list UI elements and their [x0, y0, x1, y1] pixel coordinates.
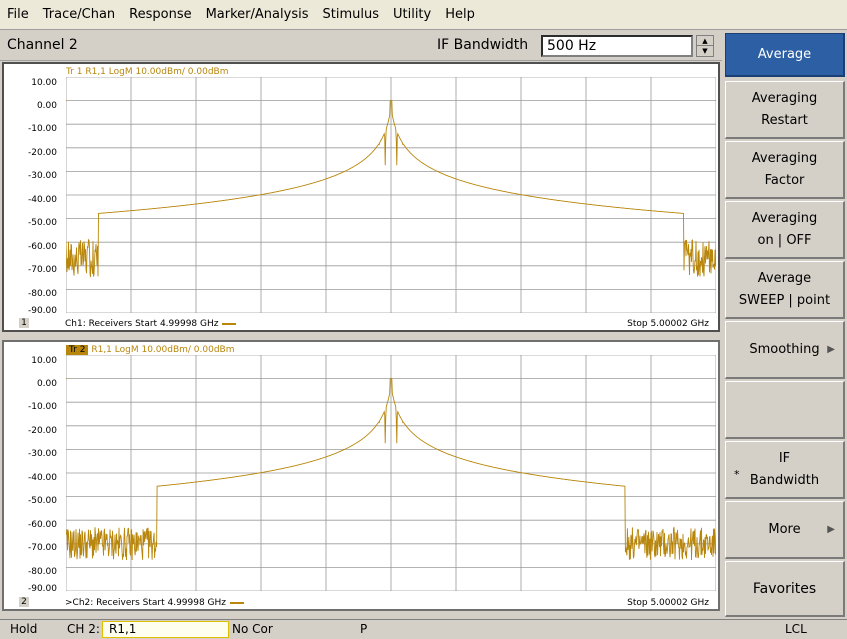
ref-marker-left-icon: [66, 378, 67, 380]
toolbar: Channel 2 IF Bandwidth 500 Hz ▲ ▼: [0, 31, 722, 61]
y-tick: -70.00: [27, 265, 57, 275]
key-line: Factor: [764, 172, 805, 188]
trace-label-1: Tr 1: [66, 67, 83, 77]
trace-header-2: Tr 2 R1,1 LogM 10.00dBm/ 0.00dBm: [66, 345, 234, 355]
key-line: IF: [778, 450, 791, 466]
y-tick: -90.00: [27, 306, 57, 316]
average-softkey[interactable]: Average: [725, 33, 845, 77]
selected-star-icon: *: [734, 468, 740, 481]
key-line: Averaging: [751, 210, 818, 226]
averaging-onoff-softkey[interactable]: Averaging on | OFF: [725, 201, 845, 259]
if-bandwidth-softkey[interactable]: * IF Bandwidth: [725, 441, 845, 499]
y-tick: -10.00: [27, 124, 57, 134]
y-tick: -90.00: [27, 584, 57, 594]
trace-line: [66, 378, 716, 561]
key-line: Averaging: [751, 150, 818, 166]
y-tick: 10.00: [31, 356, 57, 366]
ref-marker-right-icon: [715, 100, 716, 102]
channel-title: Channel 2: [7, 37, 78, 53]
status-p: P: [360, 622, 368, 636]
menu-response[interactable]: Response: [129, 7, 192, 22]
trace-label-2: Tr 2: [66, 345, 89, 355]
y-tick: -60.00: [27, 520, 57, 530]
y-tick: -50.00: [27, 218, 57, 228]
status-param: R1,1: [109, 622, 137, 636]
y-tick: -60.00: [27, 242, 57, 252]
trace-header-1: Tr 1 R1,1 LogM 10.00dBm/ 0.00dBm: [66, 67, 228, 77]
averaging-factor-softkey[interactable]: Averaging Factor: [725, 141, 845, 199]
y-tick: -40.00: [27, 195, 57, 205]
channel-index-2: 2: [19, 597, 29, 607]
y-tick: -30.00: [27, 449, 57, 459]
key-line: Averaging: [751, 90, 818, 106]
menu-file[interactable]: File: [7, 7, 29, 22]
trace-info-2: R1,1 LogM 10.00dBm/ 0.00dBm: [91, 345, 235, 355]
key-line: Average: [757, 270, 812, 286]
status-param-box: [102, 621, 229, 638]
menu-help[interactable]: Help: [445, 7, 475, 22]
y-tick: -30.00: [27, 171, 57, 181]
start-frequency-2: >Ch2: Receivers Start 4.99998 GHz: [65, 598, 245, 608]
stop-frequency-2: Stop 5.00002 GHz: [627, 598, 709, 608]
trace-swatch-2: [230, 601, 245, 604]
trace-swatch-1: [222, 322, 237, 325]
trace-line: [66, 100, 716, 278]
trace-info-1: R1,1 LogM 10.00dBm/ 0.00dBm: [85, 67, 229, 77]
stop-frequency-1: Stop 5.00002 GHz: [627, 319, 709, 329]
y-tick: -40.00: [27, 473, 57, 483]
menu-marker-analysis[interactable]: Marker/Analysis: [205, 7, 309, 22]
trace-panel-2[interactable]: Tr 2 R1,1 LogM 10.00dBm/ 0.00dBm 10.00 0…: [2, 340, 720, 611]
softkey-panel: Average Averaging Restart Averaging Fact…: [723, 31, 847, 619]
key-line: Bandwidth: [749, 472, 820, 488]
if-bandwidth-spinner[interactable]: ▲ ▼: [696, 35, 714, 57]
status-correction: No Cor: [232, 622, 273, 636]
status-lcl: LCL: [785, 622, 807, 636]
spin-up-icon[interactable]: ▲: [697, 36, 713, 46]
spin-down-icon[interactable]: ▼: [702, 47, 708, 55]
status-channel: CH 2:: [67, 622, 100, 636]
key-line: Favorites: [752, 580, 817, 597]
average-label: Average: [757, 46, 812, 62]
average-sweep-softkey[interactable]: Average SWEEP | point: [725, 261, 845, 319]
menu-stimulus[interactable]: Stimulus: [322, 7, 379, 22]
smoothing-softkey[interactable]: Smoothing ▶: [725, 321, 845, 379]
y-tick: -80.00: [27, 289, 57, 299]
y-tick: 10.00: [31, 78, 57, 88]
y-tick: -70.00: [27, 543, 57, 553]
menu-bar: File Trace/Chan Response Marker/Analysis…: [0, 0, 847, 30]
blank-softkey[interactable]: [725, 381, 845, 439]
ref-marker-right-icon: [715, 378, 716, 380]
key-line: SWEEP | point: [738, 292, 831, 308]
if-bandwidth-input[interactable]: 500 Hz: [541, 35, 693, 57]
y-tick: 0.00: [36, 101, 57, 111]
submenu-arrow-icon: ▶: [827, 523, 835, 535]
favorites-softkey[interactable]: Favorites: [725, 561, 845, 617]
more-softkey[interactable]: More ▶: [725, 501, 845, 559]
key-line: Smoothing: [749, 341, 820, 357]
y-tick: 0.00: [36, 379, 57, 389]
y-tick: -20.00: [27, 148, 57, 158]
y-tick: -20.00: [27, 426, 57, 436]
plot-area-2[interactable]: [66, 355, 716, 591]
plot-area-1[interactable]: [66, 77, 716, 313]
menu-utility[interactable]: Utility: [392, 7, 432, 22]
menu-trace-chan[interactable]: Trace/Chan: [42, 7, 116, 22]
ref-marker-left-icon: [66, 100, 67, 102]
key-line: More: [768, 521, 801, 537]
if-bandwidth-label: IF Bandwidth: [437, 37, 529, 53]
submenu-arrow-icon: ▶: [827, 343, 835, 355]
y-tick: -50.00: [27, 496, 57, 506]
start-frequency-1: Ch1: Receivers Start 4.99998 GHz: [65, 319, 237, 329]
y-tick: -80.00: [27, 567, 57, 577]
trace-panel-1[interactable]: Tr 1 R1,1 LogM 10.00dBm/ 0.00dBm 10.00 0…: [2, 62, 720, 332]
channel-index-1: 1: [19, 318, 29, 328]
averaging-restart-softkey[interactable]: Averaging Restart: [725, 81, 845, 139]
status-bar: Hold CH 2: R1,1 No Cor P LCL: [0, 619, 847, 639]
y-tick: -10.00: [27, 402, 57, 412]
status-hold: Hold: [10, 622, 38, 636]
key-line: Restart: [761, 112, 808, 128]
key-line: on | OFF: [757, 232, 812, 248]
